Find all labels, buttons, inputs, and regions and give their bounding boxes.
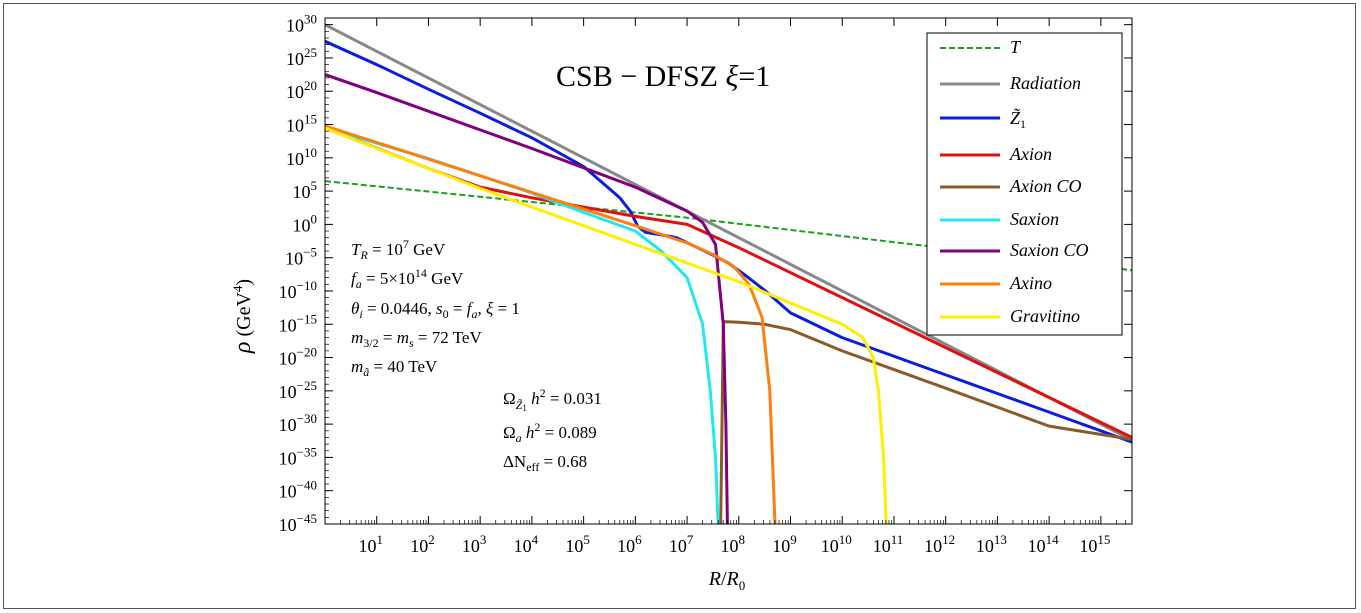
legend-label-saxion: Saxion xyxy=(1010,209,1059,229)
x-tick-label: 1015 xyxy=(1079,532,1110,556)
x-tick-label: 107 xyxy=(669,532,694,556)
y-tick-label: 1025 xyxy=(286,45,317,69)
x-tick-label: 106 xyxy=(617,532,642,556)
x-tick-label: 105 xyxy=(565,532,590,556)
y-tick-label: 10−40 xyxy=(279,478,317,502)
annotation-omega-z1: ΩZ̃1 h2 = 0.031 xyxy=(503,386,602,413)
x-tick-label: 1014 xyxy=(1028,532,1060,556)
x-tick-label: 102 xyxy=(410,532,435,556)
y-tick-label: 10−5 xyxy=(285,245,317,269)
y-axis-label: ρ (GeV4) xyxy=(230,279,256,354)
x-tick-label: 103 xyxy=(462,532,487,556)
legend-label-axion: Axion xyxy=(1009,144,1052,164)
annotation-reheat-temperature: TR = 107 GeV xyxy=(351,237,446,262)
legend: T Radiation Z̃1 Axion Axion CO Saxion Sa… xyxy=(926,32,1123,336)
annotation-omega-a: Ωa h2 = 0.089 xyxy=(503,420,597,445)
y-tick-label: 1020 xyxy=(286,78,317,102)
y-tick-label: 100 xyxy=(293,211,318,235)
x-tick-label: 1011 xyxy=(873,532,904,556)
legend-label-gravitino: Gravitino xyxy=(1010,306,1080,326)
legend-label-axion-co: Axion CO xyxy=(1009,176,1082,196)
series-axion-co-line xyxy=(719,320,1132,524)
annotation-fa: fa = 5×1014 GeV xyxy=(351,266,464,291)
legend-label-t: T xyxy=(1010,37,1022,57)
y-tick-label: 10−45 xyxy=(279,511,317,535)
annotation-axino-mass: mã = 40 TeV xyxy=(351,357,438,379)
legend-label-axino: Axino xyxy=(1009,273,1052,293)
series-radiation-line xyxy=(325,23,1132,442)
axes-layer: 1030 1025 1020 1015 1010 105 100 10−5 10−10 10−15… xyxy=(279,12,1133,556)
x-tick-label: 101 xyxy=(358,532,383,556)
series-axino-line xyxy=(325,124,777,524)
y-tick-label: 10−25 xyxy=(279,378,317,402)
legend-label-z1: Z̃1 xyxy=(1010,108,1026,131)
y-tick-label: 10−30 xyxy=(279,411,317,435)
annotation-delta-neff: ΔNeff = 0.68 xyxy=(503,452,587,474)
figure-frame xyxy=(3,3,1356,609)
y-tick-label: 1015 xyxy=(286,112,317,136)
y-tick-label: 10−20 xyxy=(279,345,317,369)
y-tick-label: 1030 xyxy=(286,12,317,36)
y-tick-label: 1010 xyxy=(286,145,317,169)
annotation-masses: m3/2 = ms = 72 TeV xyxy=(351,328,482,350)
x-tick-label: 108 xyxy=(721,532,746,556)
legend-label-radiation: Radiation xyxy=(1009,73,1081,93)
legend-label-saxion-co: Saxion CO xyxy=(1010,240,1089,260)
parameter-annotations: TR = 107 GeV fa = 5×1014 GeV θi = 0.0446… xyxy=(351,237,602,474)
x-tick-label: 1013 xyxy=(976,532,1007,556)
x-tick-label: 1010 xyxy=(821,532,852,556)
y-tick-label: 10−35 xyxy=(279,444,317,468)
annotation-theta: θi = 0.0446, s0 = fa, ξ = 1 xyxy=(351,299,520,321)
legend-swatches xyxy=(940,47,1000,319)
x-tick-label: 109 xyxy=(772,532,797,556)
x-tick-label: 104 xyxy=(514,532,539,556)
series-saxion-co-line xyxy=(325,73,729,524)
y-tick-label: 10−10 xyxy=(279,278,317,302)
series-gravitino-line xyxy=(325,126,888,524)
x-axis-label: R/R0 xyxy=(708,568,746,593)
y-tick-label: 105 xyxy=(293,178,318,202)
y-tick-label: 10−15 xyxy=(279,311,317,335)
x-tick-label: 1012 xyxy=(924,532,955,556)
chart-title: CSB − DFSZ ξ=1 xyxy=(556,60,770,93)
